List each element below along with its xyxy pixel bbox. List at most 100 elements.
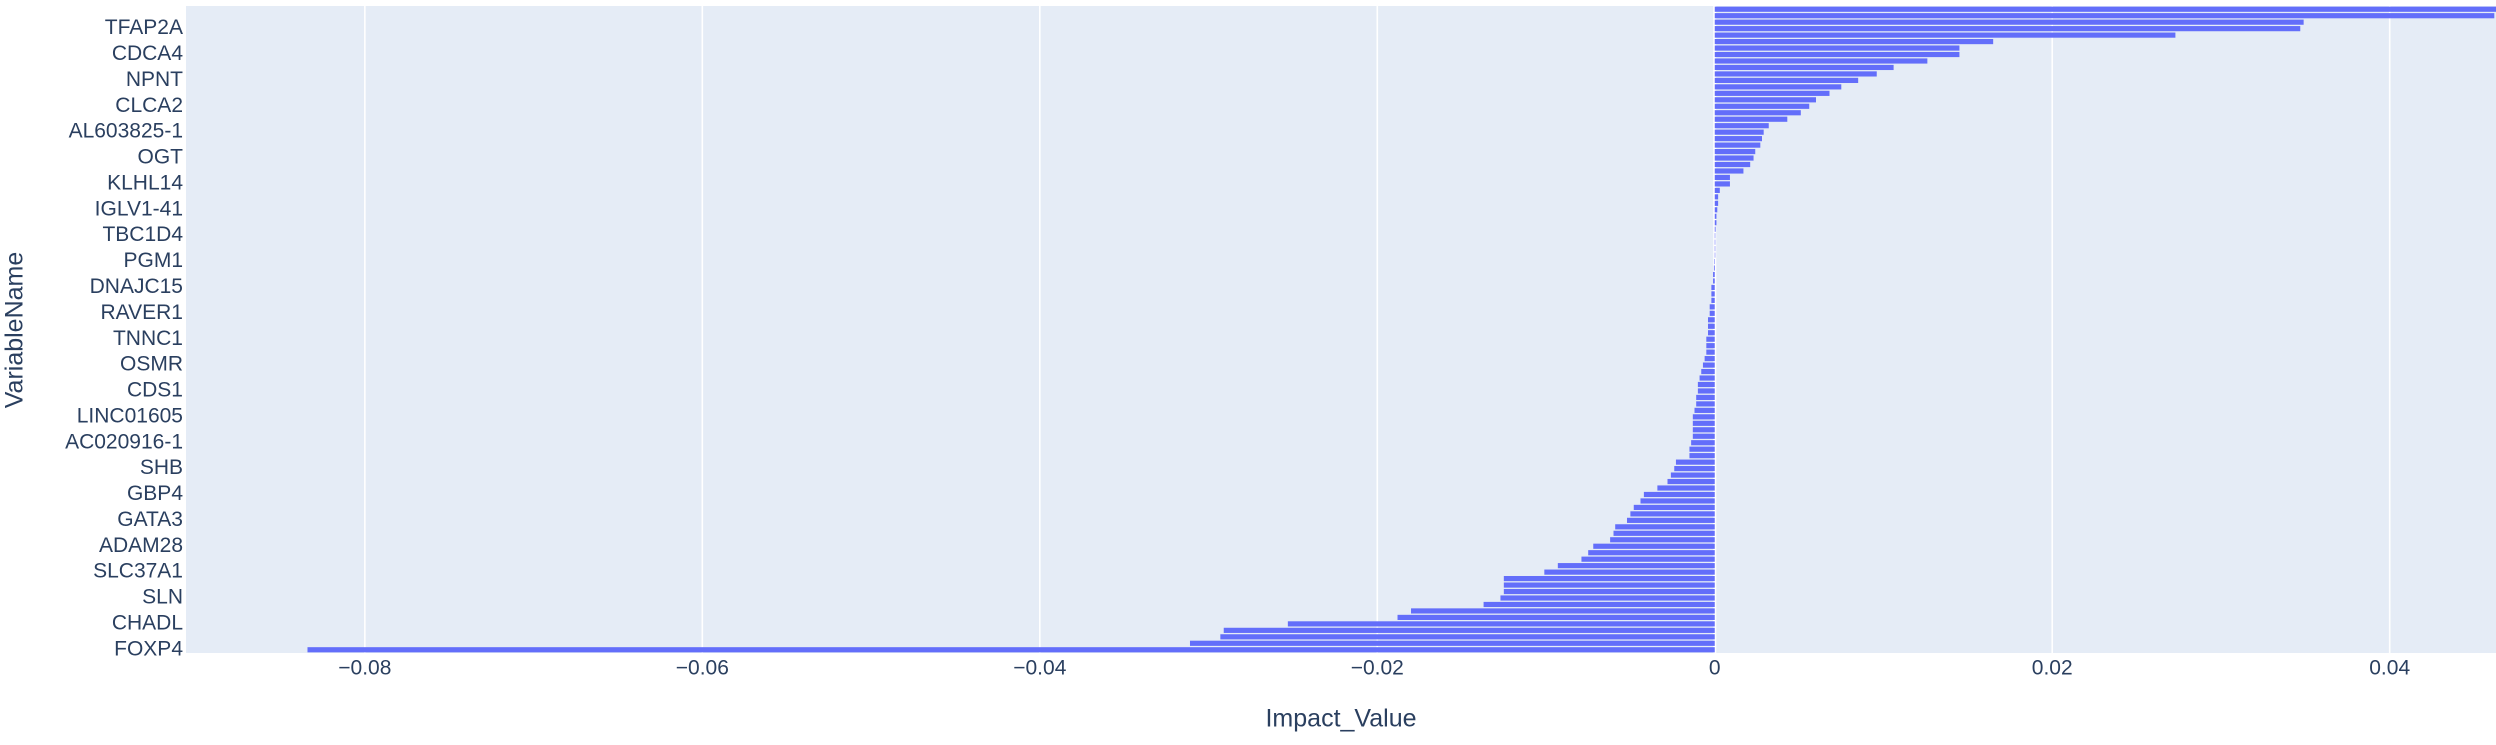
bar: [1714, 142, 1761, 148]
bar: [1714, 129, 1764, 135]
bar: [1483, 601, 1715, 608]
bar: [1557, 563, 1715, 569]
bar: [1696, 401, 1715, 407]
bar: [1714, 168, 1744, 174]
bar: [1714, 6, 2496, 12]
x-tick-label: −0.04: [1013, 657, 1066, 680]
bar: [1701, 368, 1715, 375]
x-tick-label: 0: [1709, 657, 1721, 680]
y-axis-title: VariableName: [1, 252, 29, 409]
bar: [1223, 627, 1715, 633]
bar: [1640, 498, 1715, 504]
x-tick-label: 0.02: [2032, 657, 2073, 680]
bar: [1503, 582, 1715, 588]
bar: [1613, 530, 1715, 536]
bar: [1615, 524, 1715, 530]
y-tick-label: FOXP4: [114, 637, 183, 660]
plot-background: [186, 6, 2496, 653]
bar: [1714, 148, 1756, 155]
bar: [1714, 71, 1877, 77]
bar: [1714, 220, 1717, 226]
bar: [1702, 362, 1715, 368]
bar: [1714, 187, 1720, 193]
bar: [1714, 239, 1716, 245]
bar: [1503, 588, 1715, 595]
bar: [1633, 504, 1715, 511]
bar: [1697, 381, 1715, 388]
y-tick-label: CHADL: [112, 611, 183, 634]
bar: [1627, 517, 1715, 523]
bar: [1714, 155, 1754, 161]
bar: [1709, 310, 1715, 316]
y-tick-label: IGLV1-41: [95, 197, 183, 220]
y-tick-label: SHB: [140, 456, 183, 479]
bar: [1287, 621, 1715, 627]
bar: [1706, 343, 1715, 349]
bar: [1714, 136, 1762, 142]
y-tick-label: DNAJC15: [90, 275, 183, 298]
y-tick-label: RAVER1: [101, 301, 183, 324]
x-tick-label: −0.06: [676, 657, 729, 680]
bar: [1674, 466, 1715, 472]
bar: [1503, 576, 1715, 582]
y-tick-label: GBP4: [127, 482, 183, 505]
bar: [1714, 32, 2176, 38]
y-tick-label: ADAM28: [99, 534, 183, 557]
bar: [1714, 90, 1830, 96]
bar: [1714, 77, 1859, 83]
bar: [1711, 297, 1715, 303]
bar: [1714, 19, 2304, 25]
bar: [1714, 45, 1960, 51]
bar: [1220, 634, 1715, 640]
bar: [1714, 200, 1719, 206]
bar: [1675, 459, 1715, 465]
y-tick-label: SLN: [142, 586, 183, 609]
x-tick-label: 0.04: [2369, 657, 2410, 680]
bar: [1714, 58, 1928, 64]
y-tick-label: TBC1D4: [102, 223, 183, 246]
bar: [1708, 317, 1715, 323]
bar: [1714, 38, 1994, 45]
bar: [1670, 472, 1715, 478]
bar: [1657, 485, 1715, 491]
bar: [1692, 433, 1715, 439]
bar: [1714, 51, 1960, 58]
bar: [1593, 543, 1715, 549]
bar: [1714, 110, 1801, 116]
bar: [1714, 174, 1730, 181]
bar: [1643, 491, 1715, 498]
y-tick-label: AC020916-1: [65, 430, 183, 453]
bar: [1500, 595, 1715, 601]
y-tick-label: AL603825-1: [69, 120, 183, 143]
bar: [1696, 394, 1715, 401]
bar: [1714, 26, 2301, 32]
bar: [1714, 13, 2495, 19]
y-tick-label: TNNC1: [113, 327, 183, 350]
y-tick-label: PGM1: [123, 249, 183, 272]
y-tick-label: CDS1: [127, 379, 183, 402]
y-tick-label: NPNT: [126, 68, 183, 91]
bar: [1706, 349, 1715, 355]
bar: [1714, 84, 1842, 90]
bar: [1714, 116, 1788, 122]
bar: [1714, 213, 1717, 219]
bar: [1697, 388, 1715, 394]
bar: [1714, 97, 1816, 103]
bar: [1714, 103, 1810, 109]
bar: [1692, 427, 1715, 433]
y-tick-label: CDCA4: [112, 42, 184, 65]
bar: [1397, 614, 1715, 621]
bar: [1630, 511, 1715, 517]
bar: [1689, 453, 1715, 459]
y-tick-label: TFAP2A: [105, 16, 183, 39]
bar: [1411, 608, 1715, 614]
bar: [1610, 537, 1715, 543]
bar: [1714, 161, 1751, 168]
bar: [1694, 407, 1715, 413]
bar: [1708, 330, 1715, 336]
y-tick-label: CLCA2: [115, 94, 183, 117]
y-tick-label: GATA3: [117, 508, 183, 531]
bar: [1581, 556, 1715, 562]
bar: [1714, 194, 1719, 200]
bar: [1709, 304, 1715, 310]
